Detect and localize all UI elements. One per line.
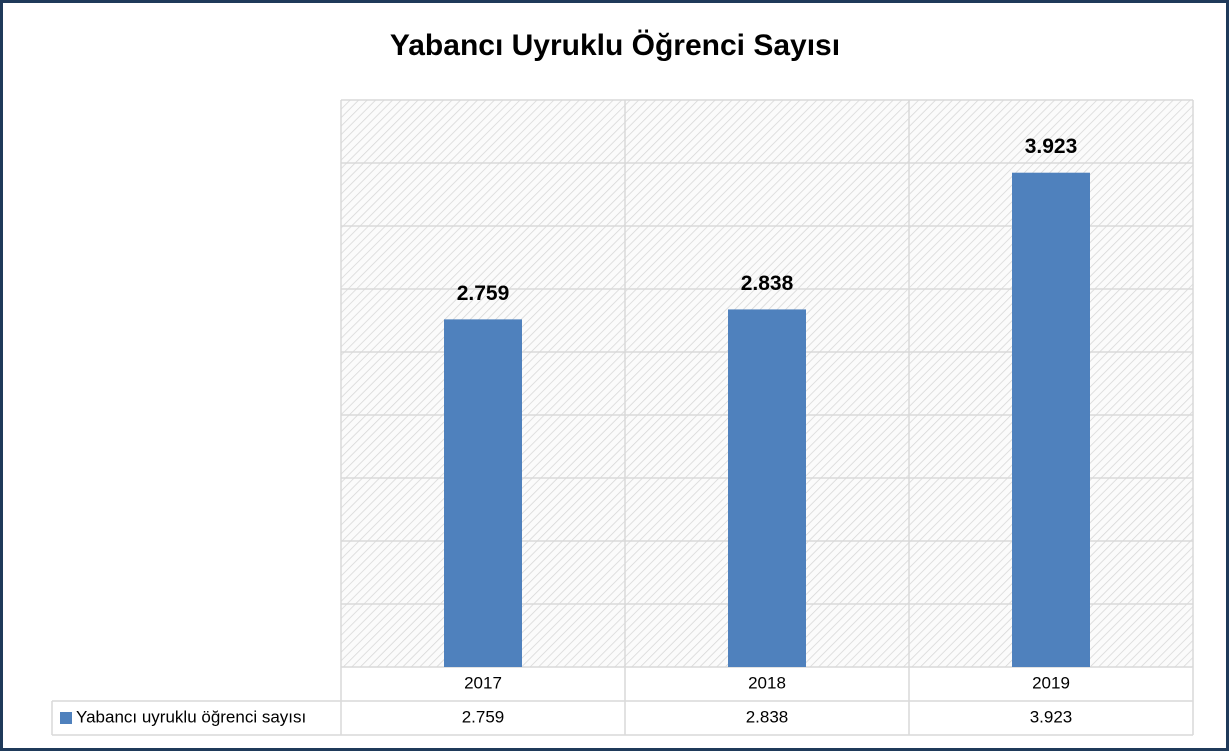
- legend-label: Yabancı uyruklu öğrenci sayısı: [76, 707, 306, 726]
- x-tick-label: 2019: [1032, 673, 1070, 692]
- data-label: 2.838: [741, 272, 794, 295]
- x-tick-label: 2018: [748, 673, 786, 692]
- table-value: 3.923: [1030, 707, 1073, 726]
- table-value: 2.759: [462, 707, 505, 726]
- table-value: 2.838: [746, 707, 789, 726]
- chart-title: Yabancı Uyruklu Öğrenci Sayısı: [390, 29, 840, 62]
- data-label: 2.759: [457, 282, 510, 305]
- bar: [444, 319, 522, 667]
- legend-marker: [60, 712, 72, 724]
- bar: [728, 309, 806, 667]
- x-tick-label: 2017: [464, 673, 502, 692]
- bar: [1012, 172, 1090, 667]
- data-label: 3.923: [1025, 135, 1078, 158]
